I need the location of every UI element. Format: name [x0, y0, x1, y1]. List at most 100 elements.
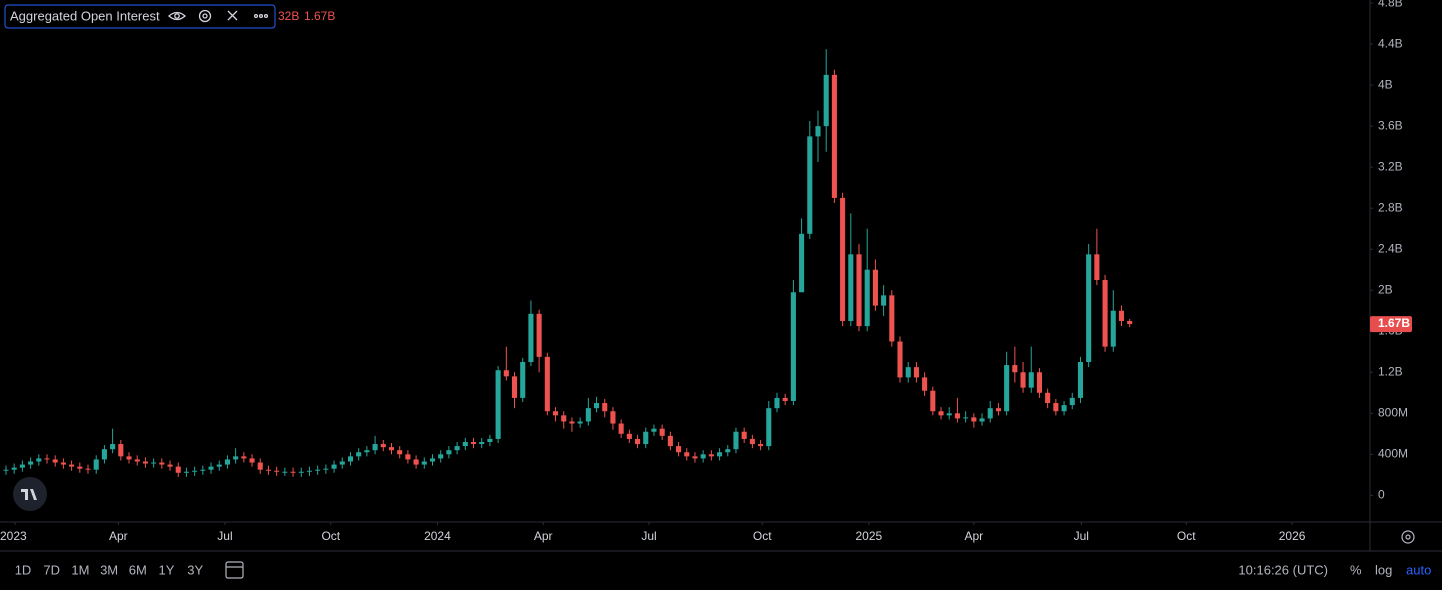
candle-body — [60, 462, 66, 465]
candle-body — [19, 464, 25, 468]
candle-body — [1020, 372, 1026, 388]
candle-body — [175, 466, 181, 473]
candle-body — [28, 461, 34, 465]
candle-body — [790, 292, 796, 401]
last-value-box — [1370, 316, 1412, 333]
y-tick-label: 3.2B — [1378, 159, 1403, 173]
candle-body — [216, 464, 222, 467]
close-icon[interactable] — [227, 10, 238, 21]
auto-toggle[interactable]: auto — [1406, 562, 1431, 577]
timeframe-button[interactable]: 7D — [43, 562, 60, 577]
candle-body — [1102, 279, 1108, 347]
candle-body — [1045, 392, 1051, 404]
settings-icon[interactable] — [198, 9, 212, 23]
x-tick-label: Oct — [1177, 529, 1196, 543]
timeframe-button[interactable]: 3Y — [187, 562, 203, 577]
x-tick-label: Jul — [1074, 529, 1089, 543]
axis-settings[interactable] — [1401, 530, 1415, 544]
percent-toggle[interactable]: % — [1350, 562, 1362, 577]
candle-body — [142, 461, 148, 464]
candle-body — [200, 469, 206, 471]
legend-icons[interactable] — [168, 9, 269, 23]
more-dot[interactable] — [263, 13, 269, 19]
candle-body — [741, 431, 747, 439]
candle-body — [700, 454, 706, 459]
candle-body — [208, 466, 214, 470]
candle-body — [954, 413, 960, 419]
candle-body — [224, 459, 230, 465]
timeframe-button[interactable]: 6M — [129, 562, 147, 577]
more-dot[interactable] — [253, 13, 259, 19]
candle-body — [799, 233, 805, 293]
candle-body — [356, 452, 362, 457]
candle-body — [3, 469, 9, 471]
eye-pupil — [174, 13, 180, 19]
candle-body — [454, 446, 460, 451]
candle-body — [913, 367, 919, 378]
calendar-icon[interactable] — [225, 561, 244, 579]
last-value-label: 1.67B — [1378, 316, 1410, 330]
axis-settings-icon[interactable] — [1401, 530, 1415, 544]
x-tick-label: 2026 — [1279, 529, 1306, 543]
candle-body — [1127, 320, 1133, 325]
candle-body — [881, 295, 887, 306]
candle-body — [167, 464, 173, 467]
x-tick-label: 2024 — [424, 529, 451, 543]
candle-body — [192, 470, 198, 472]
legend[interactable]: Aggregated Open Interest — [4, 4, 276, 29]
legend-value: 1.67B — [304, 9, 335, 23]
tradingview-logo[interactable] — [13, 477, 47, 511]
candle-body — [323, 468, 329, 470]
y-tick-label: 4B — [1378, 77, 1393, 91]
x-tick-label: Apr — [534, 529, 553, 543]
timeframe-button[interactable]: 3M — [100, 562, 118, 577]
candle-body — [1110, 310, 1116, 347]
candle-body — [241, 456, 247, 459]
log-toggle[interactable]: log — [1375, 562, 1392, 577]
candle-body — [905, 367, 911, 378]
candle-body — [110, 444, 116, 450]
candle-body — [889, 295, 895, 342]
candle-body — [864, 269, 870, 327]
x-tick-label: Jul — [217, 529, 232, 543]
axis-settings-center — [1405, 534, 1411, 540]
candle-body — [659, 428, 665, 436]
candle-body — [511, 376, 518, 398]
candle-body — [1086, 254, 1092, 363]
candle-body — [93, 459, 99, 470]
candle-body — [987, 408, 993, 419]
candle-body — [840, 197, 846, 321]
logo-mark — [21, 489, 37, 500]
x-tick-label: Apr — [964, 529, 983, 543]
candle-body — [306, 470, 313, 472]
candle-body — [151, 462, 157, 464]
x-tick-label: Jul — [641, 529, 656, 543]
timeframe-button[interactable]: 1D — [15, 562, 32, 577]
candle-body — [118, 444, 124, 457]
candle-body — [52, 459, 58, 463]
y-tick-label: 2B — [1378, 282, 1393, 296]
candle-body — [520, 362, 526, 398]
more-dot[interactable] — [258, 13, 264, 19]
timeframe-button[interactable]: 1Y — [159, 562, 175, 577]
toolbar: 10:16:26 (UTC) % log auto 1D 7D 1M 3M 6M 1Y 3Y — [15, 562, 1432, 577]
candle-body — [635, 438, 641, 445]
candle-body — [1069, 397, 1075, 406]
logo-circle[interactable] — [13, 477, 47, 511]
candle-body — [1061, 405, 1067, 412]
candle-body — [44, 458, 50, 460]
candle-body — [159, 462, 165, 465]
date-range-icon[interactable] — [225, 561, 244, 579]
eye-icon[interactable] — [168, 11, 186, 21]
timeframe-button[interactable]: 1M — [71, 562, 89, 577]
candle-body — [249, 458, 255, 463]
y-tick-label: 3.6B — [1378, 118, 1403, 132]
candle-body — [1036, 372, 1042, 393]
candle-body — [963, 417, 969, 419]
candle-body — [897, 341, 903, 378]
candle-body — [85, 468, 91, 470]
candle-body — [528, 313, 534, 363]
candle-body — [618, 423, 624, 434]
